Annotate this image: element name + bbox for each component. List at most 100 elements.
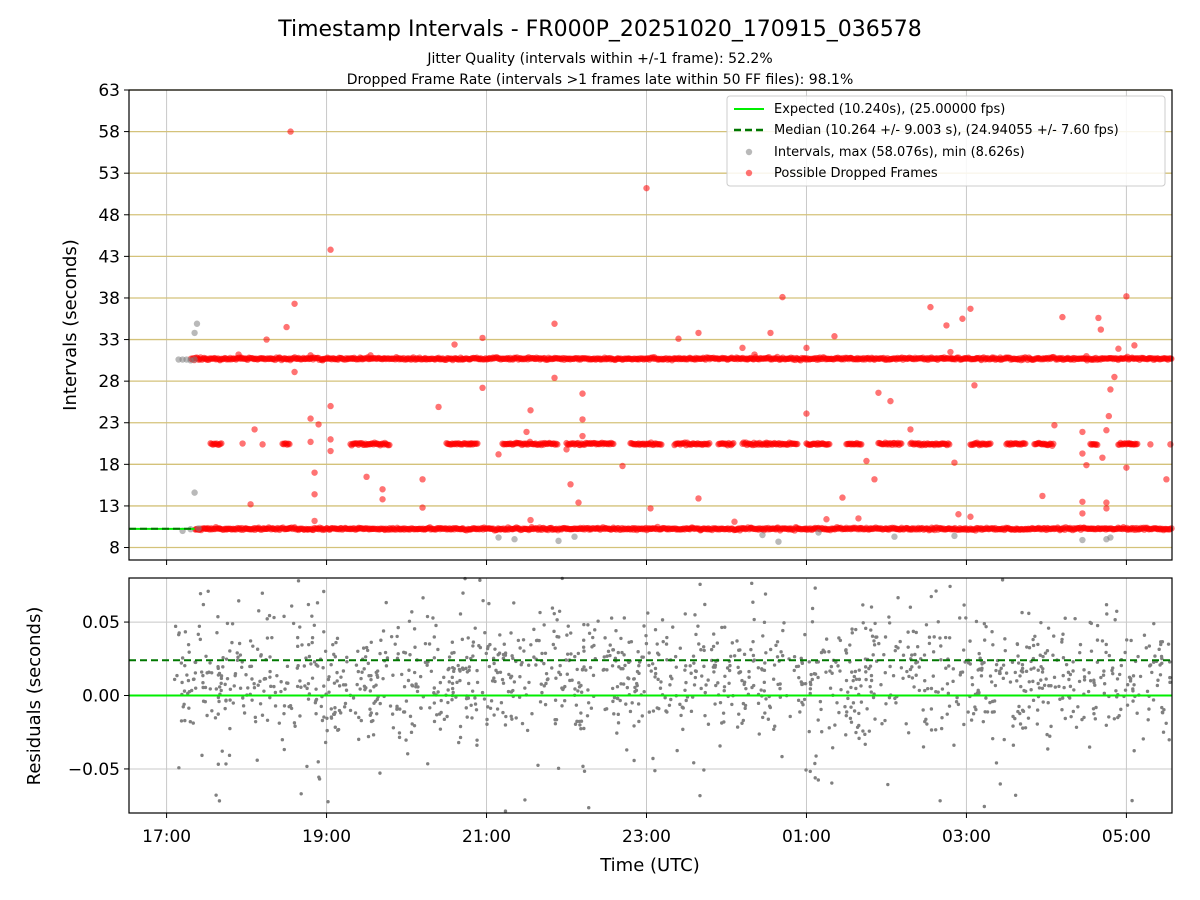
residual-point [1019, 669, 1024, 673]
residual-point [605, 654, 609, 658]
intervals-y-tick-label: 53 [98, 164, 120, 184]
residual-point [438, 680, 443, 685]
dropped-point [579, 416, 586, 423]
residual-point [1160, 711, 1165, 715]
residual-point [236, 655, 240, 659]
residual-point [624, 702, 628, 706]
residual-point [465, 715, 469, 719]
residual-point [1058, 697, 1062, 701]
residual-point [1071, 709, 1076, 714]
intervals-x-tickmarks [166, 560, 1127, 565]
residual-point [738, 670, 743, 674]
dropped-point [823, 516, 830, 523]
dropped-point [291, 368, 298, 376]
residual-point [1111, 671, 1115, 676]
residual-point [683, 668, 687, 672]
residual-point [837, 636, 841, 640]
residual-point [616, 650, 620, 655]
residual-point [679, 713, 683, 718]
residual-point [925, 722, 929, 726]
residual-point [1125, 682, 1130, 687]
residual-point [447, 680, 451, 684]
residual-point [450, 698, 454, 702]
residual-point [217, 699, 221, 704]
residual-point [404, 738, 408, 742]
residual-point [509, 690, 514, 694]
residual-point [1060, 707, 1064, 712]
residuals-panel: −0.05 0.00 0.05 17:00 19:00 21:00 23:00 01:00 0… [24, 576, 1173, 876]
residual-point [273, 704, 278, 708]
residual-point [845, 710, 849, 714]
residual-point [438, 727, 443, 731]
residual-point [742, 652, 747, 657]
residual-point [1148, 663, 1153, 667]
residual-point [581, 645, 586, 649]
residual-point [640, 714, 644, 718]
residual-point [886, 782, 890, 787]
residual-point [813, 776, 817, 780]
residual-point [751, 653, 756, 658]
dropped-point [563, 446, 570, 453]
residual-point [579, 690, 584, 694]
residual-point [819, 707, 823, 712]
residual-point [471, 654, 475, 658]
residual-point [844, 733, 848, 737]
residual-point [265, 617, 269, 621]
residual-point [1029, 667, 1033, 671]
residual-point [552, 629, 556, 634]
residual-point [592, 643, 596, 648]
residual-point [1156, 678, 1160, 682]
dropped-point [803, 410, 810, 417]
dropped-point [311, 517, 318, 525]
residual-point [369, 673, 373, 678]
residual-point [260, 713, 265, 717]
residual-point [1001, 676, 1006, 681]
residual-point [475, 668, 479, 673]
residual-point [880, 722, 884, 726]
residual-point [425, 663, 429, 667]
residual-point [464, 706, 468, 710]
residual-point [277, 721, 282, 725]
residual-point [260, 591, 265, 595]
residual-point [320, 718, 325, 723]
residual-point [1011, 743, 1016, 747]
residual-point [854, 686, 858, 691]
residual-point [514, 716, 518, 720]
dropped-point [1163, 476, 1170, 483]
residual-point [818, 699, 823, 704]
residual-point [378, 771, 382, 775]
residual-point [483, 631, 487, 635]
residual-point [883, 635, 888, 639]
residual-point [1021, 709, 1026, 714]
residual-point [227, 753, 232, 758]
residual-point [808, 680, 813, 685]
residual-point [554, 717, 559, 722]
dropped-point [327, 447, 334, 455]
residual-point [1129, 638, 1133, 643]
residual-point [1159, 654, 1164, 659]
residual-point [306, 697, 311, 701]
residual-point [801, 682, 805, 686]
dropped-point [291, 300, 298, 307]
residual-point [735, 725, 740, 729]
dropped-point [419, 504, 426, 511]
residual-point [1141, 737, 1145, 741]
residual-point [947, 664, 951, 668]
residual-point [385, 656, 390, 660]
residual-point [582, 769, 587, 773]
residual-point [1035, 722, 1040, 726]
residual-point [231, 701, 235, 705]
residual-point [488, 642, 492, 647]
residual-point [962, 722, 966, 727]
residual-point [539, 682, 543, 686]
residual-point [241, 696, 245, 700]
residual-point [875, 635, 879, 639]
band-point [1022, 440, 1029, 447]
residual-point [993, 683, 998, 688]
residual-point [508, 676, 513, 680]
residual-point [451, 690, 455, 695]
residual-point [1057, 684, 1061, 689]
residual-point [473, 696, 477, 700]
residual-point [550, 666, 554, 670]
